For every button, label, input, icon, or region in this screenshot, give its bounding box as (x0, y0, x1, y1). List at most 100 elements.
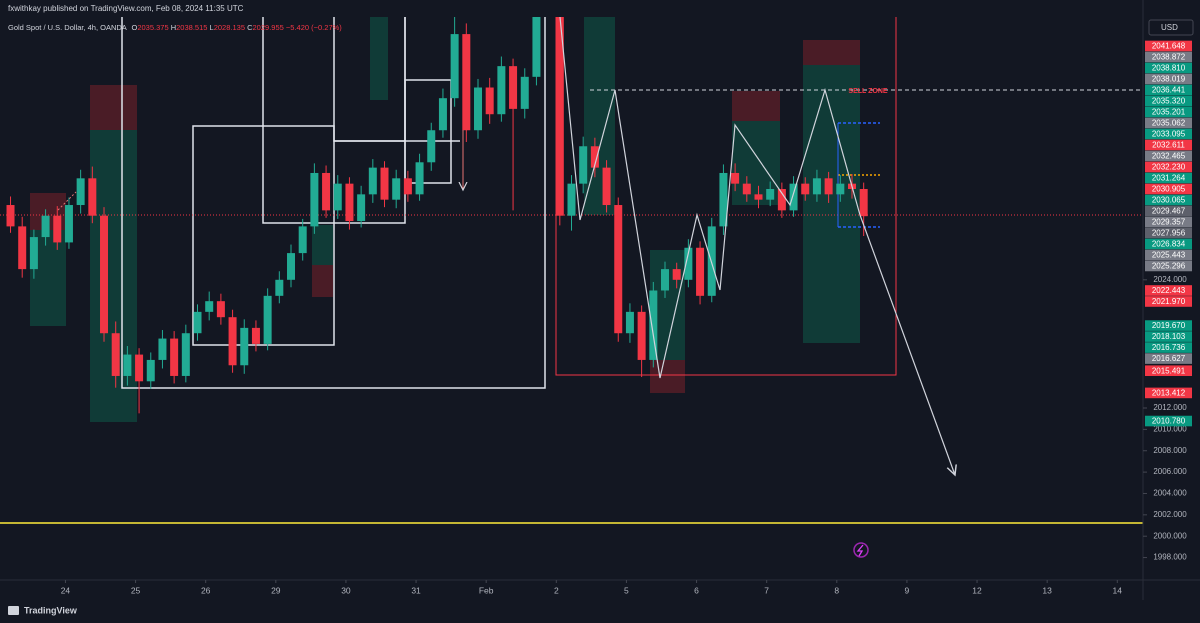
candle-body (146, 359, 155, 382)
x-tick-label: Feb (479, 585, 494, 595)
price-label: 2032.230 (1152, 163, 1186, 172)
event-icon-bolt (856, 544, 864, 557)
price-label-box (1145, 161, 1192, 173)
price-label-box (1145, 342, 1192, 353)
candle-body (625, 311, 634, 334)
x-tick-label: 9 (905, 585, 910, 595)
candle-body (41, 215, 50, 238)
projection-arrow (859, 214, 955, 475)
candle-body (345, 183, 354, 222)
candle-body (53, 215, 62, 243)
y-tick-label: 2008.000 (1153, 446, 1187, 455)
price-label-box (1145, 117, 1192, 129)
price-label: 2013.412 (1152, 389, 1186, 398)
price-label-box (1145, 205, 1192, 217)
price-label: 2027.956 (1152, 229, 1186, 238)
price-label-box (1145, 415, 1192, 427)
candle-body (777, 188, 786, 211)
x-tick-label: 5 (624, 585, 629, 595)
price-label: 2035.062 (1152, 119, 1186, 128)
price-label-box (1145, 172, 1192, 184)
change: −5.420 (−0.27%) (286, 23, 342, 32)
candle-body (76, 178, 85, 206)
candle-body (450, 34, 459, 99)
x-tick-label: 7 (764, 585, 769, 595)
price-label: 2015.491 (1152, 366, 1186, 375)
footer (0, 600, 1200, 623)
price-label: 2031.264 (1152, 174, 1186, 183)
price-label-box (1145, 320, 1192, 331)
x-tick-label: 31 (411, 585, 421, 595)
candle-body (228, 317, 237, 366)
price-label-box (1145, 84, 1192, 96)
x-tick-label: 2 (554, 585, 559, 595)
box (121, 17, 546, 389)
currency-box[interactable] (1148, 19, 1194, 36)
price-label-box (1145, 73, 1192, 85)
x-tick-label: 24 (61, 585, 71, 595)
y-tick-label: 2000.000 (1153, 531, 1187, 540)
candle-body (579, 146, 588, 184)
candle-body (836, 183, 845, 195)
candle-body (263, 295, 272, 344)
price-label-box (1145, 194, 1192, 206)
x-tick-label: 25 (131, 585, 141, 595)
price-label: 2035.201 (1152, 108, 1186, 117)
x-tick-label: 29 (271, 585, 281, 595)
currency: USD (1161, 23, 1178, 32)
candle-body (322, 172, 331, 211)
brand[interactable]: TradingView (24, 605, 78, 615)
zone (90, 85, 137, 130)
candle-body (251, 327, 260, 344)
candle-body (6, 205, 15, 227)
candle-body (158, 338, 167, 360)
price-label-box (1145, 260, 1192, 272)
ohlc-value: 2028.135 (214, 23, 245, 32)
zone (803, 65, 860, 343)
candle-body (766, 188, 775, 200)
candle-body (216, 301, 225, 318)
event-icon[interactable] (853, 542, 869, 558)
price-label: 2025.443 (1152, 251, 1186, 260)
candle-body (509, 66, 518, 109)
y-tick-label: 1998.000 (1153, 553, 1187, 562)
box (404, 79, 452, 184)
price-label: 2033.095 (1152, 130, 1186, 139)
candle-body (438, 98, 447, 131)
candle-body (123, 354, 132, 376)
ohlc-key: C (247, 23, 253, 32)
price-label-box (1145, 331, 1192, 342)
price-label: 2019.670 (1152, 321, 1186, 330)
candle-body (859, 188, 868, 217)
legend-line: Gold Spot / U.S. Dollar, 4h, OANDA O2035… (8, 23, 342, 32)
price-label: 2029.357 (1152, 218, 1186, 227)
projection (57, 17, 955, 475)
brand-logo (8, 606, 19, 615)
x-tick-label: 13 (1042, 585, 1052, 595)
y-tick-label: 2006.000 (1153, 467, 1187, 476)
candle-body (403, 178, 412, 195)
candle-body (193, 311, 202, 334)
publisher: fxwithkay published on TradingView.com, … (8, 4, 244, 13)
candle-body (462, 34, 471, 131)
annotation: SELL ZONE (848, 88, 887, 95)
price-label: 2032.465 (1152, 152, 1186, 161)
candle-body (88, 178, 97, 216)
x-tick-label: 8 (834, 585, 839, 595)
candle-body (170, 338, 179, 376)
candle-body (801, 183, 810, 195)
candle-body (181, 333, 190, 376)
candle-body (649, 290, 658, 360)
price-label: 2032.611 (1152, 141, 1185, 150)
candle-body (672, 269, 681, 280)
candle-body (240, 327, 249, 366)
x-tick-label: 26 (201, 585, 211, 595)
price-label-box (1145, 353, 1192, 364)
price-label-box (1145, 387, 1192, 399)
ohlc-key: O (131, 23, 137, 32)
candle-body (555, 17, 564, 216)
candle-body (357, 194, 366, 222)
price-label-box (1145, 216, 1192, 228)
price-label-box (1145, 238, 1192, 250)
